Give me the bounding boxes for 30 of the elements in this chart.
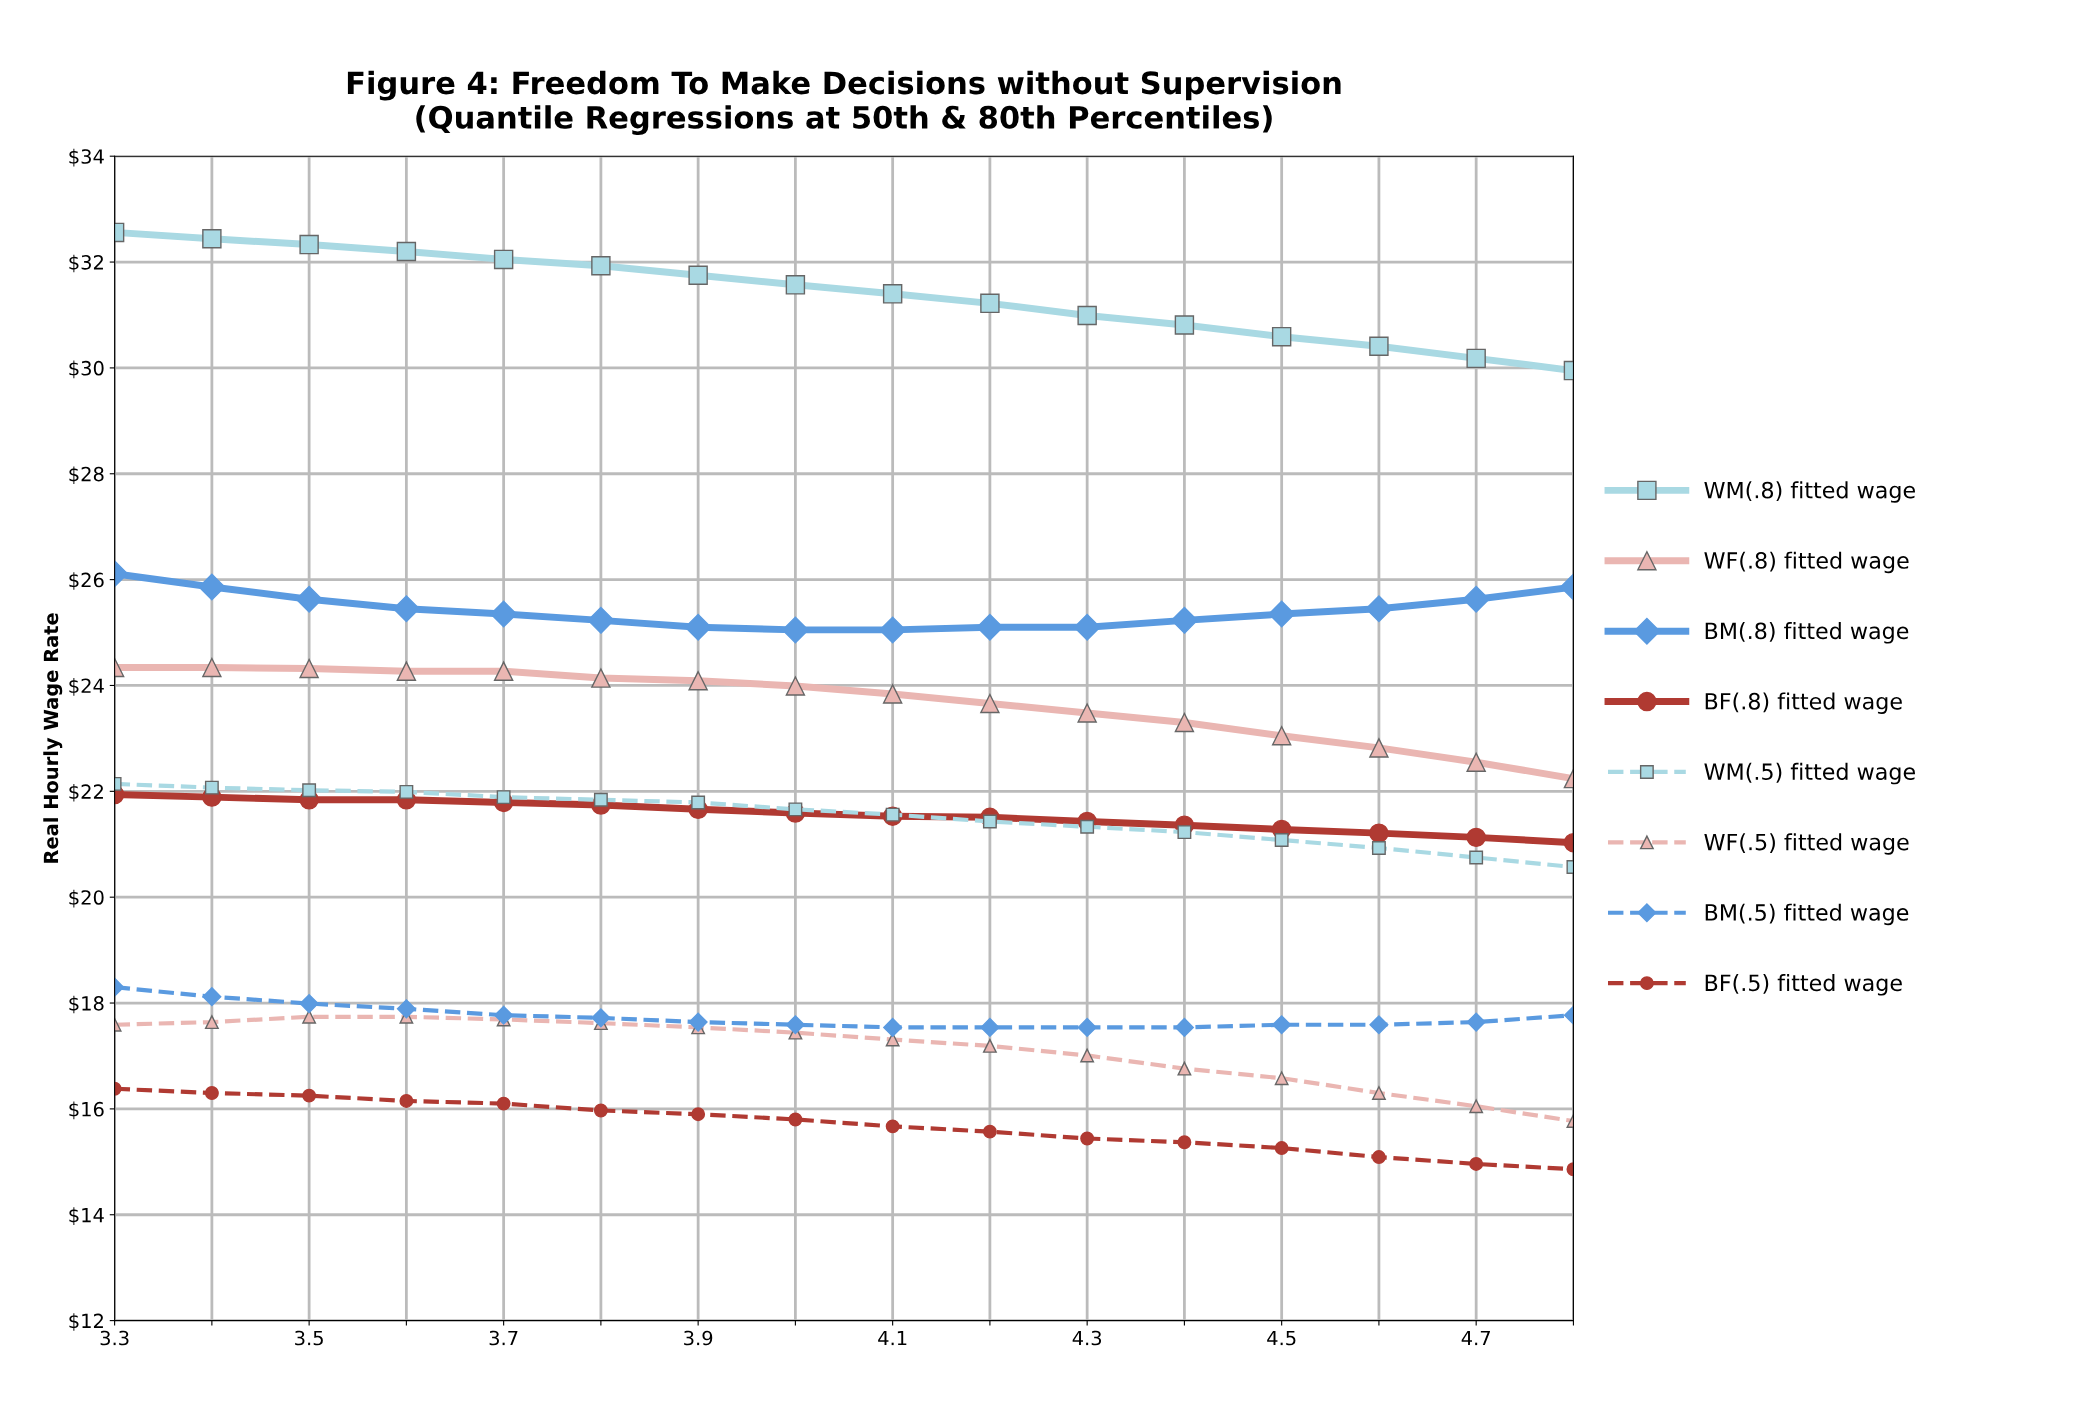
x-tick-label: 4.3 [1072,1330,1102,1346]
legend-label: WM(.5) fitted wage [1704,762,1915,785]
y-tick-label: $34 [69,148,104,167]
legend-label: BM(.5) fitted wage [1705,903,1909,926]
y-tick-label: $24 [69,678,104,696]
x-tick-label: 4.1 [878,1330,907,1346]
y-tick-label: $26 [69,572,104,590]
y-tick-label: $22 [69,783,103,802]
y-tick-label: $32 [69,254,103,273]
legend-label: WF(.8) fitted wage [1704,551,1909,574]
x-tick-label: 3.3 [100,1330,129,1346]
x-tick-label: 4.5 [1267,1330,1296,1346]
legend-label: WM(.8) fitted wage [1704,481,1915,503]
x-tick-label: 3.5 [295,1330,323,1346]
x-tick-label: 4.7 [1461,1330,1490,1346]
legend-label: WF(.5) fitted wage [1704,833,1909,855]
y-tick-label: $16 [69,1101,104,1120]
y-axis-title: Real Hourly Wage Rate [43,613,63,863]
x-tick-label: 3.7 [489,1330,518,1346]
chart-title: Figure 4: Freedom To Make Decisions without Supervision (Quantile Regressions at 50th & 80th Percentiles) [347,70,1341,136]
y-tick-label: $30 [69,360,104,379]
legend-label: BM(.8) fitted wage [1705,622,1909,644]
legend-label: BF(.8) fitted wage [1705,692,1902,714]
y-tick-label: $20 [69,889,104,908]
y-tick-label: $14 [69,1207,104,1225]
x-tick-label: 3.9 [684,1330,713,1346]
legend-label: BF(.5) fitted wage [1705,974,1902,996]
y-tick-label: $18 [69,995,104,1014]
y-tick-label: $12 [69,1313,103,1331]
y-tick-label: $28 [69,466,104,485]
